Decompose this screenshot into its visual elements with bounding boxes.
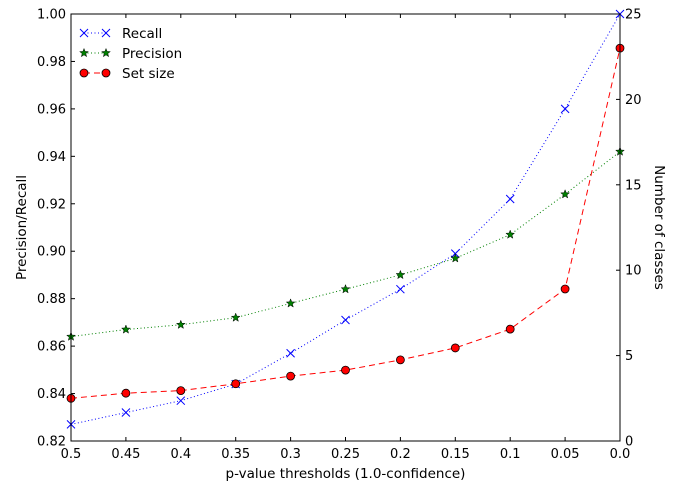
y-tick-label-right: 10: [625, 264, 642, 279]
y-tick-label-left: 0.96: [37, 102, 66, 117]
data-point-set-size: [341, 365, 350, 375]
data-point-set-size: [505, 324, 515, 334]
y-tick-label-left: 0.84: [37, 387, 66, 402]
x-tick-label: 0.25: [331, 447, 360, 462]
x-tick-label: 0.05: [551, 447, 580, 462]
data-point-set-size: [286, 371, 296, 381]
x-tick-label: 0.3: [280, 447, 301, 462]
data-point-precision: [120, 324, 131, 334]
data-point-precision: [230, 312, 241, 322]
y-tick-label-left: 0.82: [37, 435, 66, 450]
x-tick-label: 0.1: [500, 447, 521, 462]
data-point-precision: [450, 253, 461, 263]
y-tick-label-right: 0: [625, 435, 633, 450]
data-point-recall: [505, 194, 515, 204]
y-tick-label-left: 0.98: [37, 55, 66, 70]
legend-marker-recall: [101, 28, 111, 38]
y-axis-label-left: Precision/Recall: [14, 175, 30, 280]
x-axis-label: p-value thresholds (1.0-confidence): [226, 466, 466, 482]
x-tick-label: 0.4: [170, 447, 191, 462]
data-point-recall: [396, 284, 405, 294]
y-tick-label-left: 0.86: [37, 340, 66, 355]
data-point-set-size: [560, 284, 570, 294]
y-tick-label-right: 20: [625, 93, 642, 108]
data-point-recall: [121, 408, 131, 417]
data-point-set-size: [231, 379, 241, 389]
plot-frame: [70, 13, 621, 442]
data-point-precision: [395, 269, 406, 280]
data-point-precision: [340, 283, 351, 294]
data-point-set-size: [450, 343, 460, 353]
data-point-precision: [175, 319, 186, 329]
data-point-set-size: [176, 386, 186, 396]
data-point-set-size: [121, 388, 131, 398]
y-tick-label-left: 0.94: [37, 150, 66, 165]
data-point-recall: [341, 315, 350, 325]
legend-marker-precision: [101, 47, 111, 58]
x-tick-label: 0.45: [111, 447, 140, 462]
x-tick-label: 0.0: [610, 447, 631, 462]
series-line-set-size: [70, 48, 621, 399]
legend-label-precision: Precision: [122, 46, 182, 62]
x-tick-label: 0.15: [441, 447, 470, 462]
data-point-recall: [176, 396, 186, 406]
y-tick-label-right: 15: [625, 178, 642, 193]
y-tick-label-left: 1.00: [37, 8, 66, 23]
legend-label-set-size: Set size: [122, 66, 175, 82]
legend-marker-precision: [79, 47, 89, 58]
y-tick-label-right: 5: [625, 349, 633, 364]
legend-marker-set-size: [101, 68, 111, 78]
legend-marker-recall: [79, 28, 89, 38]
data-point-set-size: [395, 355, 405, 365]
legend: Recall Precision Set size: [79, 26, 182, 82]
data-point-recall: [560, 104, 570, 114]
x-tick-label: 0.5: [61, 447, 82, 462]
x-tick-label: 0.2: [390, 447, 411, 462]
y-tick-label-left: 0.90: [37, 245, 66, 260]
y-tick-label-right: 25: [625, 8, 642, 23]
data-point-precision: [560, 189, 571, 199]
data-point-recall: [286, 348, 295, 358]
x-tick-label: 0.35: [221, 447, 250, 462]
y-tick-label-left: 0.88: [37, 292, 66, 307]
y-axis-label-right: Number of classes: [651, 165, 667, 290]
data-point-precision: [505, 229, 516, 239]
legend-label-recall: Recall: [122, 26, 162, 42]
legend-marker-set-size: [79, 68, 89, 78]
y-tick-label-left: 0.92: [37, 197, 66, 212]
data-point-precision: [285, 298, 296, 308]
